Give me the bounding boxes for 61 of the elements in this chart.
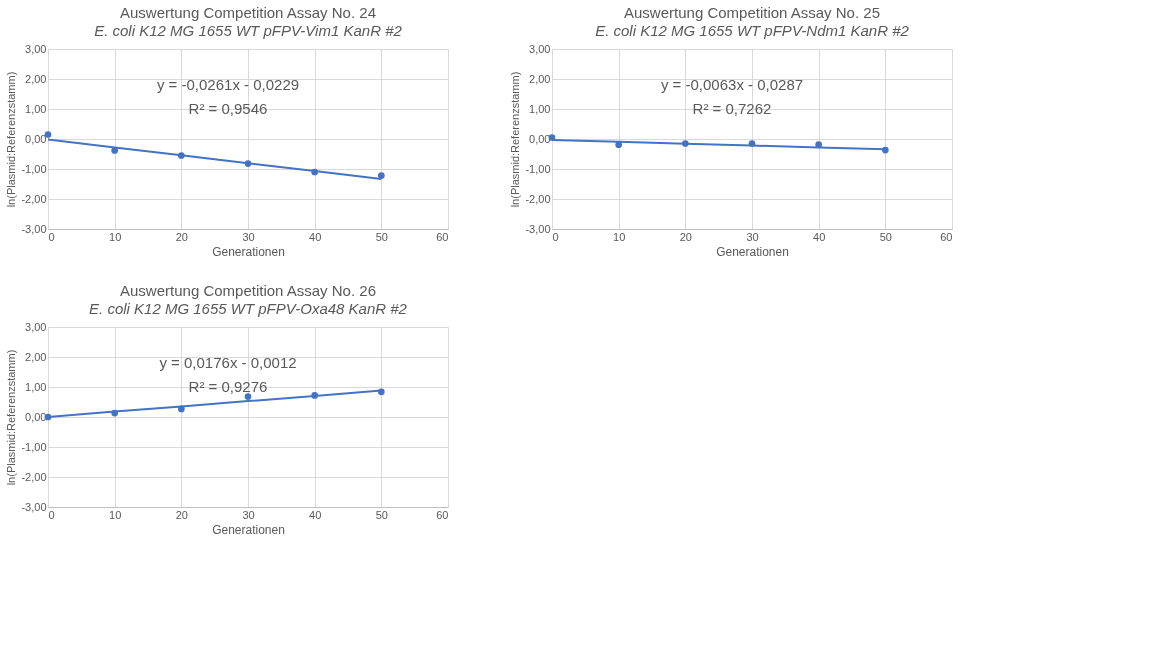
y-tick-label: 2,00 xyxy=(25,72,47,85)
y-tick-label: 1,00 xyxy=(529,102,551,115)
point xyxy=(111,147,119,154)
x-tick-label: 40 xyxy=(309,230,322,243)
chart-subtitle: E. coli K12 MG 1655 WT pFPV-Oxa48 KanR #2 xyxy=(89,300,408,317)
y-axis-title: ln(Plasmid:Referenzstamm) xyxy=(5,349,18,486)
y-tick-label: 2,00 xyxy=(529,72,551,85)
y-tick-label: 1,00 xyxy=(25,102,47,115)
y-tick-label: -3,00 xyxy=(21,500,47,513)
chart-title: Auswertung Competition Assay No. 24 xyxy=(120,4,376,21)
annotation: y = -0,0063x - 0,0287 xyxy=(660,76,804,93)
y-tick-label: -3,00 xyxy=(21,222,47,235)
x-tick-label: 0 xyxy=(552,230,559,243)
x-tick-label: 60 xyxy=(940,230,953,243)
y-tick-label: -1,00 xyxy=(21,162,47,175)
x-tick-label: 30 xyxy=(746,230,759,243)
x-tick-label: 30 xyxy=(242,508,255,521)
x-tick-label: 50 xyxy=(879,230,892,243)
x-tick-label: 20 xyxy=(175,230,188,243)
point xyxy=(377,172,385,179)
y-tick-label: -2,00 xyxy=(21,192,47,205)
annotation: R² = 0,9276 xyxy=(188,378,268,395)
chart-title: Auswertung Competition Assay No. 25 xyxy=(624,4,880,21)
y-tick-label: 3,00 xyxy=(25,42,47,55)
annotation: y = 0,0176x - 0,0012 xyxy=(159,354,297,371)
y-tick-label: -1,00 xyxy=(21,440,47,453)
x-axis-title: Generationen xyxy=(716,244,789,259)
y-tick-label: -2,00 xyxy=(525,192,551,205)
x-tick-label: 10 xyxy=(109,230,122,243)
x-tick-label: 20 xyxy=(679,230,692,243)
chart-title: Auswertung Competition Assay No. 26 xyxy=(120,282,376,299)
x-tick-label: 60 xyxy=(436,230,449,243)
y-tick-label: 3,00 xyxy=(25,320,47,333)
x-tick-label: 10 xyxy=(613,230,626,243)
y-tick-label: -1,00 xyxy=(525,162,551,175)
y-tick-label: 0,00 xyxy=(529,132,551,145)
annotation: R² = 0,9546 xyxy=(188,100,268,117)
x-tick-label: 40 xyxy=(309,508,322,521)
x-tick-label: 10 xyxy=(109,508,122,521)
chart-subtitle: E. coli K12 MG 1655 WT pFPV-Ndm1 KanR #2 xyxy=(595,22,910,39)
y-tick-label: 0,00 xyxy=(25,132,47,145)
y-axis-title: ln(Plasmid:Referenzstamm) xyxy=(509,71,522,208)
y-tick-label: 3,00 xyxy=(529,42,551,55)
y-axis-title: ln(Plasmid:Referenzstamm) xyxy=(5,71,18,208)
x-tick-label: 20 xyxy=(175,508,188,521)
x-axis-title: Generationen xyxy=(212,522,285,537)
annotation: y = -0,0261x - 0,0229 xyxy=(156,76,300,93)
x-tick-label: 50 xyxy=(375,508,388,521)
chart-subtitle: E. coli K12 MG 1655 WT pFPV-Vim1 KanR #2 xyxy=(94,22,403,39)
x-axis-title: Generationen xyxy=(212,244,285,259)
y-tick-label: 1,00 xyxy=(25,380,47,393)
y-tick-label: 2,00 xyxy=(25,350,47,363)
y-tick-label: -2,00 xyxy=(21,470,47,483)
x-tick-label: 40 xyxy=(813,230,826,243)
annotation: R² = 0,7262 xyxy=(692,100,772,117)
x-tick-label: 30 xyxy=(242,230,255,243)
x-tick-label: 0 xyxy=(48,508,55,521)
y-tick-label: -3,00 xyxy=(525,222,551,235)
x-tick-label: 50 xyxy=(375,230,388,243)
x-tick-label: 60 xyxy=(436,508,449,521)
x-tick-label: 0 xyxy=(48,230,55,243)
